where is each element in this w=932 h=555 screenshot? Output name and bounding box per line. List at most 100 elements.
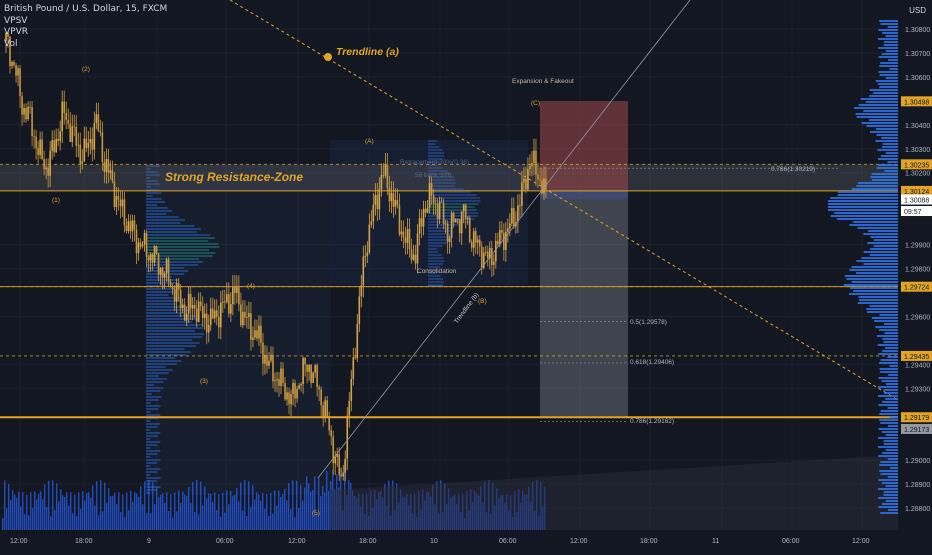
profile-bar-session2 — [428, 281, 445, 283]
candle-body — [286, 392, 288, 400]
vpvr-bar — [869, 131, 898, 133]
vpvr-bar — [879, 314, 898, 316]
vpvr-bar — [878, 497, 898, 499]
profile-bar-session2 — [428, 272, 437, 274]
candle-body — [284, 382, 286, 400]
candle-body — [131, 220, 134, 232]
price-axis[interactable]: 1.30800 1.30700 1.30600 1.30400 1.30300 1.302… — [898, 0, 932, 550]
vpvr-bar — [878, 71, 898, 73]
expansion-label[interactable]: Expansion & Fakeout — [512, 78, 574, 85]
volume-bar — [226, 490, 228, 530]
candle-body — [539, 179, 541, 181]
wave-label-5: (5) — [312, 510, 320, 517]
volume-bar — [224, 512, 226, 530]
time-axis[interactable]: 12:00 18:00 9 06:00 12:00 18:00 10 06:00 12:00 18… — [0, 531, 898, 550]
indicator-vol[interactable]: Vol — [4, 38, 18, 49]
price-badge-bg — [901, 185, 932, 196]
candle-body — [482, 252, 485, 268]
volume-bar — [204, 486, 206, 530]
indicator-vpsv[interactable]: VPSV — [4, 15, 28, 26]
indicator-vpvr[interactable]: VPVR — [4, 27, 28, 37]
volume-bar — [144, 481, 146, 530]
candle-body — [358, 296, 361, 325]
candle-body — [304, 357, 306, 365]
volume-bar — [98, 514, 100, 530]
fib-label-0618: 0.618(1.29406) — [630, 359, 674, 366]
profile-bar-session1 — [146, 333, 205, 335]
vpvr-bar — [848, 293, 898, 295]
vpvr-bar — [834, 212, 898, 214]
candle-body — [226, 294, 228, 303]
vpvr-bar — [879, 470, 898, 472]
profile-bar-session1 — [146, 438, 151, 440]
candle-body — [145, 232, 148, 257]
volume-bar — [148, 480, 150, 530]
volume-bar — [318, 477, 320, 530]
time-tick-label: 11 — [712, 538, 719, 545]
candle-body — [414, 254, 417, 264]
candle-body — [499, 230, 501, 245]
symbol-title[interactable]: British Pound / U.S. Dollar, 15, FXCM — [4, 4, 168, 14]
zones-layer — [0, 101, 898, 418]
candle-body — [205, 313, 208, 333]
candle-body — [480, 246, 483, 268]
volume-bar — [310, 491, 312, 530]
volume-bar — [218, 494, 220, 530]
candle-body — [155, 245, 158, 254]
candle-body — [344, 458, 347, 473]
volume-bar — [220, 516, 222, 530]
profile-bar-session2 — [428, 200, 481, 202]
vpvr-bar — [878, 386, 898, 388]
candle-body — [328, 416, 330, 431]
candle-body — [270, 354, 272, 361]
profile-bar-session1 — [146, 234, 210, 236]
vpvr-bar — [878, 29, 898, 31]
vpvr-bar — [884, 347, 898, 349]
volume-bar — [302, 500, 304, 530]
volume-bar — [176, 511, 178, 530]
profile-bar-session1 — [146, 243, 219, 245]
volume-bar — [214, 492, 216, 530]
stop-loss-zone — [540, 101, 628, 191]
candle-body — [416, 233, 419, 264]
candle-body — [298, 385, 300, 389]
volume-bar — [326, 470, 328, 530]
volume-bar — [228, 504, 230, 530]
profile-bar-session1 — [146, 405, 161, 407]
time-tick-label: 10 — [430, 538, 438, 545]
profile-bar-session2 — [428, 254, 442, 256]
profile-bar-session1 — [146, 330, 196, 332]
candle-body — [101, 132, 104, 163]
vpvr-bar — [871, 173, 898, 175]
volume-bar — [236, 487, 238, 530]
wave-label-a: (A) — [365, 138, 374, 145]
volume-bar — [270, 493, 272, 530]
candle-body — [312, 372, 314, 383]
profile-bar-session2 — [428, 188, 464, 190]
vpvr-bar — [878, 437, 898, 439]
consolidation-label[interactable]: Consolidation — [417, 268, 457, 275]
price-badge-label: 1.30124 — [904, 189, 929, 196]
volume-bar — [316, 513, 318, 530]
volume-bar — [282, 493, 284, 530]
candle-body — [248, 313, 250, 318]
vpvr-bar — [882, 146, 898, 148]
volume-bar — [152, 482, 154, 530]
volume-bar — [166, 492, 168, 530]
vpvr-bar — [883, 443, 898, 445]
vpvr-bar — [878, 404, 898, 406]
currency-label[interactable]: USD — [909, 6, 926, 15]
vpvr-bar — [884, 170, 898, 172]
candle-body — [505, 231, 507, 250]
trendline-a-label[interactable]: Trendline (a) — [336, 46, 399, 58]
volume-bar — [222, 492, 224, 530]
volume-bar — [272, 513, 274, 530]
candle-body — [541, 180, 543, 194]
resistance-zone-label[interactable]: Strong Resistance-Zone — [165, 170, 303, 184]
resistance-zone-rect — [0, 164, 898, 191]
vpvr-bar — [866, 311, 898, 313]
candle-body — [332, 436, 335, 464]
price-badge-bg — [901, 96, 932, 107]
